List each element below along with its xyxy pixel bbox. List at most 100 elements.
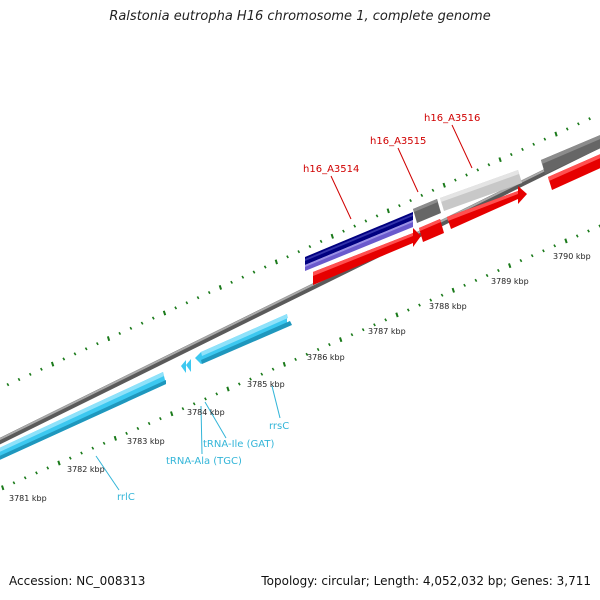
feature-rrlC[interactable] (0, 372, 166, 462)
minor-tick (35, 471, 38, 475)
kbp-label-3785: 3785 kbp (247, 380, 285, 389)
gene-label-h16-A3516[interactable]: h16_A3516 (424, 113, 480, 124)
minor-tick (305, 352, 309, 357)
minor-tick (17, 377, 21, 382)
minor-tick (181, 407, 185, 411)
minor-tick (440, 293, 444, 297)
minor-tick (361, 328, 365, 332)
minor-tick (485, 273, 489, 278)
feature-h16-A3516-red[interactable] (447, 186, 527, 229)
gene-label-rrsC[interactable]: rrsC (269, 421, 289, 432)
minor-tick (118, 331, 122, 335)
major-tick (218, 284, 223, 290)
major-tick (1, 485, 5, 491)
minor-tick (308, 244, 312, 249)
minor-tick (73, 352, 77, 356)
gene-label-rrlC[interactable]: rrlC (117, 492, 135, 503)
minor-tick (174, 306, 178, 310)
minor-tick (521, 147, 524, 152)
feature-h16-A3514-red[interactable] (313, 228, 421, 285)
minor-tick (207, 291, 211, 295)
kbp-label-3788: 3788 kbp (429, 302, 467, 311)
major-tick (50, 361, 55, 367)
minor-tick (429, 298, 433, 302)
minor-tick (463, 283, 466, 287)
kbp-label-3784: 3784 kbp (187, 408, 225, 417)
minor-tick (465, 173, 468, 177)
kbp-label-3782: 3782 kbp (67, 465, 105, 474)
minor-tick (84, 347, 88, 351)
minor-tick (418, 303, 421, 307)
major-tick (170, 411, 174, 417)
feature-tRNA-Ile[interactable] (186, 359, 191, 372)
minor-tick (543, 137, 547, 141)
minor-tick (23, 476, 27, 480)
minor-tick (577, 122, 580, 126)
minor-tick (509, 152, 513, 157)
minor-tick (140, 321, 144, 325)
kbp-label-3790: 3790 kbp (553, 252, 591, 261)
gene-label-tRNA-Ala[interactable]: tRNA-Ala (TGC) (166, 456, 242, 467)
gene-label-h16-A3514[interactable]: h16_A3514 (303, 164, 359, 175)
minor-tick (350, 333, 354, 337)
major-tick (508, 263, 512, 269)
feature-h16-A3515-gray[interactable] (413, 199, 441, 223)
major-tick (57, 460, 61, 466)
minor-tick (215, 392, 219, 396)
minor-tick (342, 229, 345, 233)
minor-tick (328, 342, 331, 347)
feature-rrsC[interactable] (195, 314, 292, 364)
minor-tick (129, 326, 133, 330)
kbp-label-3789: 3789 kbp (491, 277, 529, 286)
feature-next-gray[interactable] (541, 133, 600, 174)
minor-tick (487, 163, 491, 167)
minor-tick (237, 382, 241, 386)
minor-tick (431, 188, 435, 192)
genome-summary-text: Topology: circular; Length: 4,052,032 bp… (261, 574, 591, 588)
feature-next-red[interactable] (548, 152, 600, 190)
minor-tick (575, 234, 579, 238)
minor-tick (102, 441, 106, 445)
kbp-label-3783: 3783 kbp (127, 437, 165, 446)
accession-text: Accession: NC_008313 (9, 574, 146, 588)
minor-tick (136, 426, 140, 431)
minor-tick (406, 308, 410, 312)
minor-tick (294, 357, 297, 362)
major-tick (113, 435, 117, 441)
minor-tick (384, 318, 388, 322)
minor-tick (588, 117, 591, 121)
minor-tick (530, 254, 534, 258)
kbp-label-3786: 3786 kbp (307, 353, 345, 362)
kbp-label-3781: 3781 kbp (9, 494, 47, 503)
minor-tick (364, 219, 368, 223)
minor-tick (565, 127, 569, 131)
minor-tick (6, 382, 10, 387)
genome-backbone (0, 141, 600, 445)
kbp-label-3787: 3787 kbp (368, 327, 406, 336)
minor-tick (271, 367, 275, 371)
minor-tick (151, 316, 155, 320)
gene-label-h16-A3515[interactable]: h16_A3515 (370, 136, 426, 147)
minor-tick (420, 193, 424, 198)
minor-tick (62, 357, 66, 361)
feature-h16-A3515-red[interactable] (419, 219, 444, 242)
major-tick (339, 337, 343, 343)
major-tick (386, 208, 390, 214)
minor-tick (316, 347, 320, 352)
feature-h16-A3516-gray[interactable] (440, 170, 522, 211)
feature-tRNA-Ala[interactable] (181, 360, 186, 373)
map-title: Ralstonia eutropha H16 chromosome 1, com… (109, 9, 491, 24)
minor-tick (230, 280, 233, 284)
minor-tick (476, 168, 480, 172)
minor-tick (68, 456, 72, 460)
feature-h16-A3514-blue[interactable] (305, 212, 413, 271)
minor-tick (375, 214, 379, 218)
minor-tick (252, 270, 256, 274)
gene-label-tRNA-Ile[interactable]: tRNA-Ile (GAT) (203, 439, 274, 450)
minor-tick (241, 275, 245, 279)
minor-tick (353, 224, 357, 228)
minor-tick (96, 342, 99, 346)
major-tick (395, 312, 399, 318)
minor-tick (519, 258, 523, 263)
